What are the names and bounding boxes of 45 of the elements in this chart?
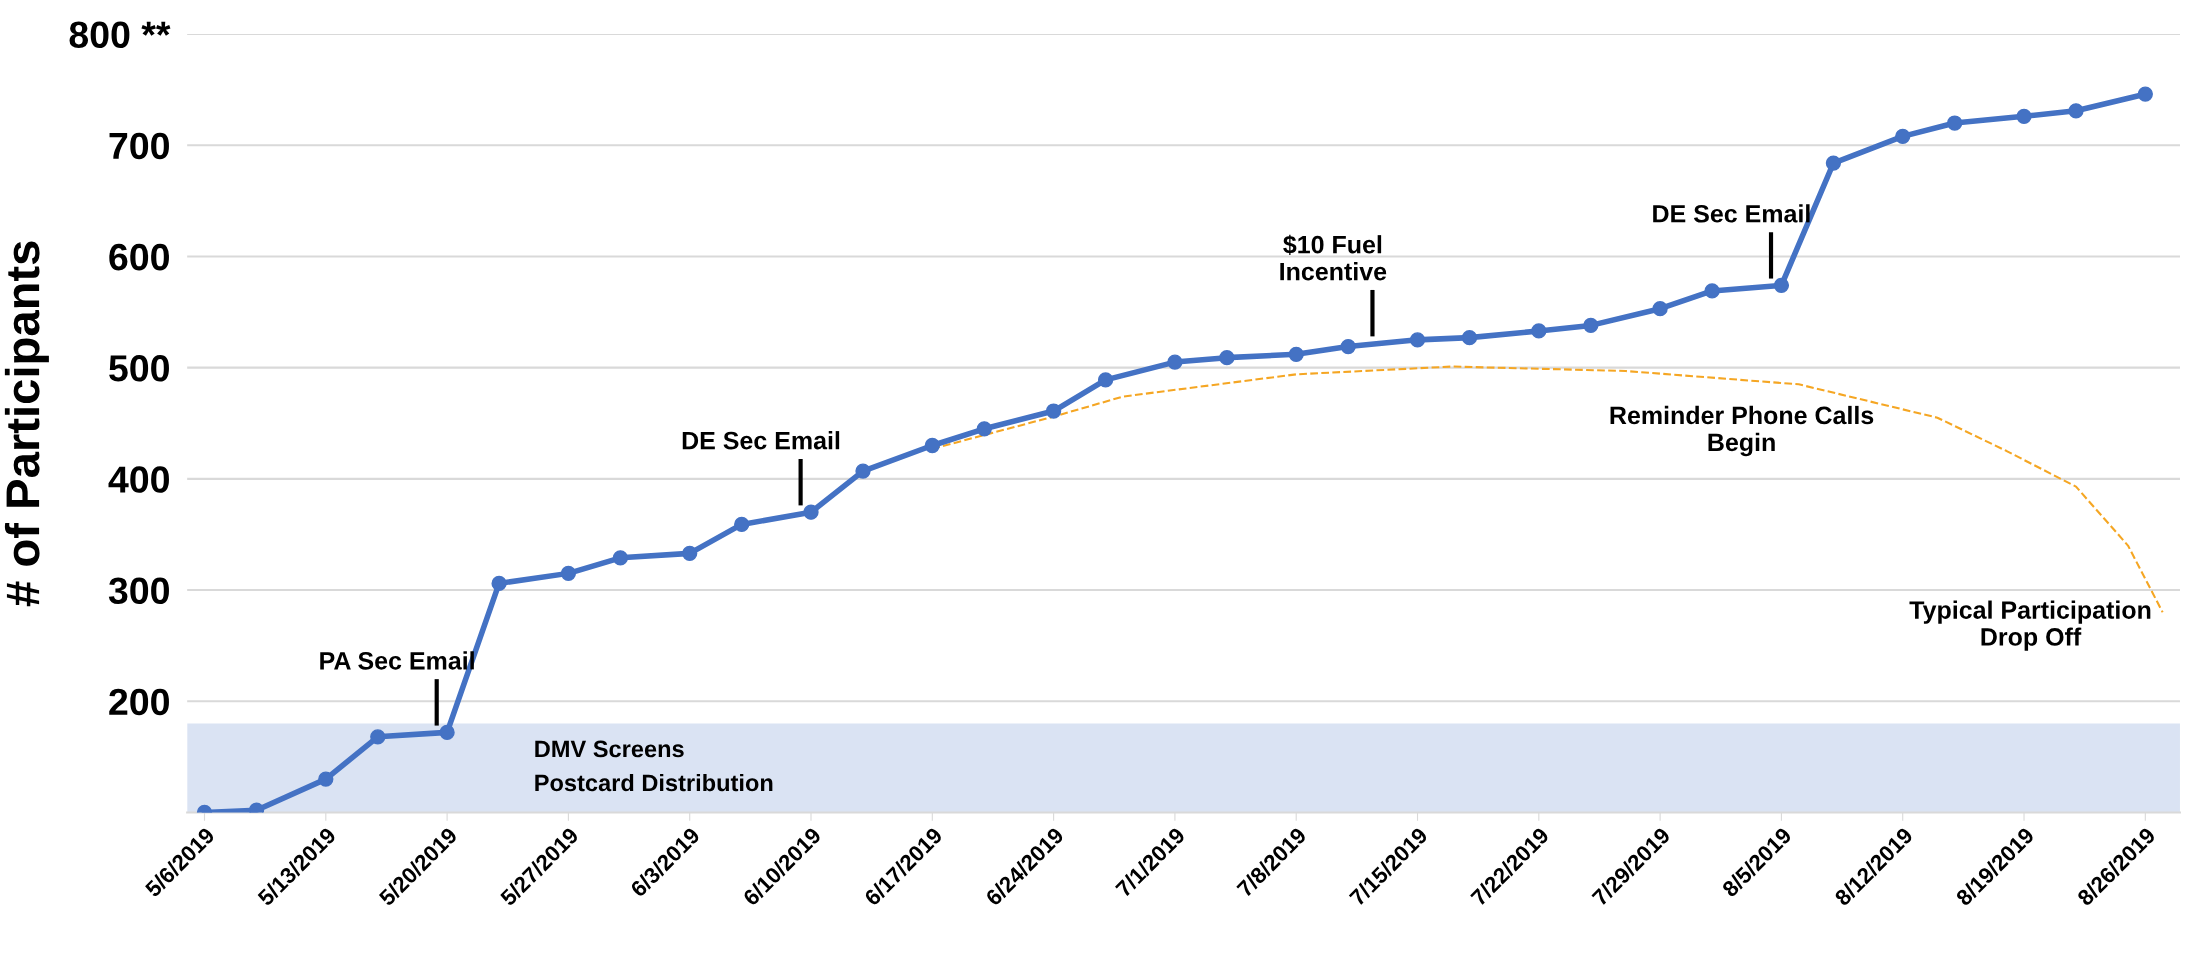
y-tick-label: 800 ** — [69, 21, 171, 49]
point — [370, 729, 386, 745]
point — [1288, 346, 1304, 362]
annotation: DE Sec Email — [682, 431, 840, 450]
point — [612, 550, 629, 566]
annotation: $10 Fuel Incentive — [1280, 234, 1387, 281]
y-tick-label: 300 — [108, 577, 169, 605]
point — [491, 575, 507, 592]
point — [2137, 86, 2153, 102]
point — [2068, 103, 2084, 119]
point — [1947, 115, 1963, 131]
point — [1895, 128, 1911, 144]
point — [682, 545, 698, 561]
y-tick-label: 400 — [108, 466, 169, 493]
point — [1583, 317, 1599, 334]
point — [1652, 301, 1668, 317]
point — [1704, 283, 1720, 299]
point — [734, 516, 750, 533]
point — [1167, 354, 1183, 370]
band-label: DMV Screens Postcard Distribution — [535, 740, 773, 792]
point — [1219, 350, 1235, 366]
point — [855, 463, 871, 479]
y-axis-title: # of Participants — [4, 241, 49, 607]
point — [924, 437, 940, 454]
point — [803, 504, 819, 520]
point — [318, 771, 334, 787]
point — [976, 421, 992, 437]
y-tick-label: 500 — [109, 355, 169, 382]
annotation: DE Sec Email — [1653, 204, 1810, 223]
point — [1097, 372, 1114, 388]
point — [1340, 338, 1356, 355]
point — [2016, 108, 2032, 124]
point — [1773, 277, 1790, 294]
point — [1461, 329, 1478, 346]
y-tick-label: 700 — [109, 132, 169, 160]
y-tick-label: 600 — [109, 243, 169, 271]
annotation: Typical Participation Drop Off — [1909, 600, 2151, 651]
point — [1531, 323, 1547, 339]
y-tick-label: 200 — [109, 688, 169, 716]
annotation: Reminder Phone Calls Begin — [1610, 405, 1874, 457]
point — [1409, 332, 1426, 348]
point — [560, 565, 577, 582]
point — [1825, 155, 1842, 171]
point — [439, 724, 455, 741]
point — [1045, 403, 1062, 419]
